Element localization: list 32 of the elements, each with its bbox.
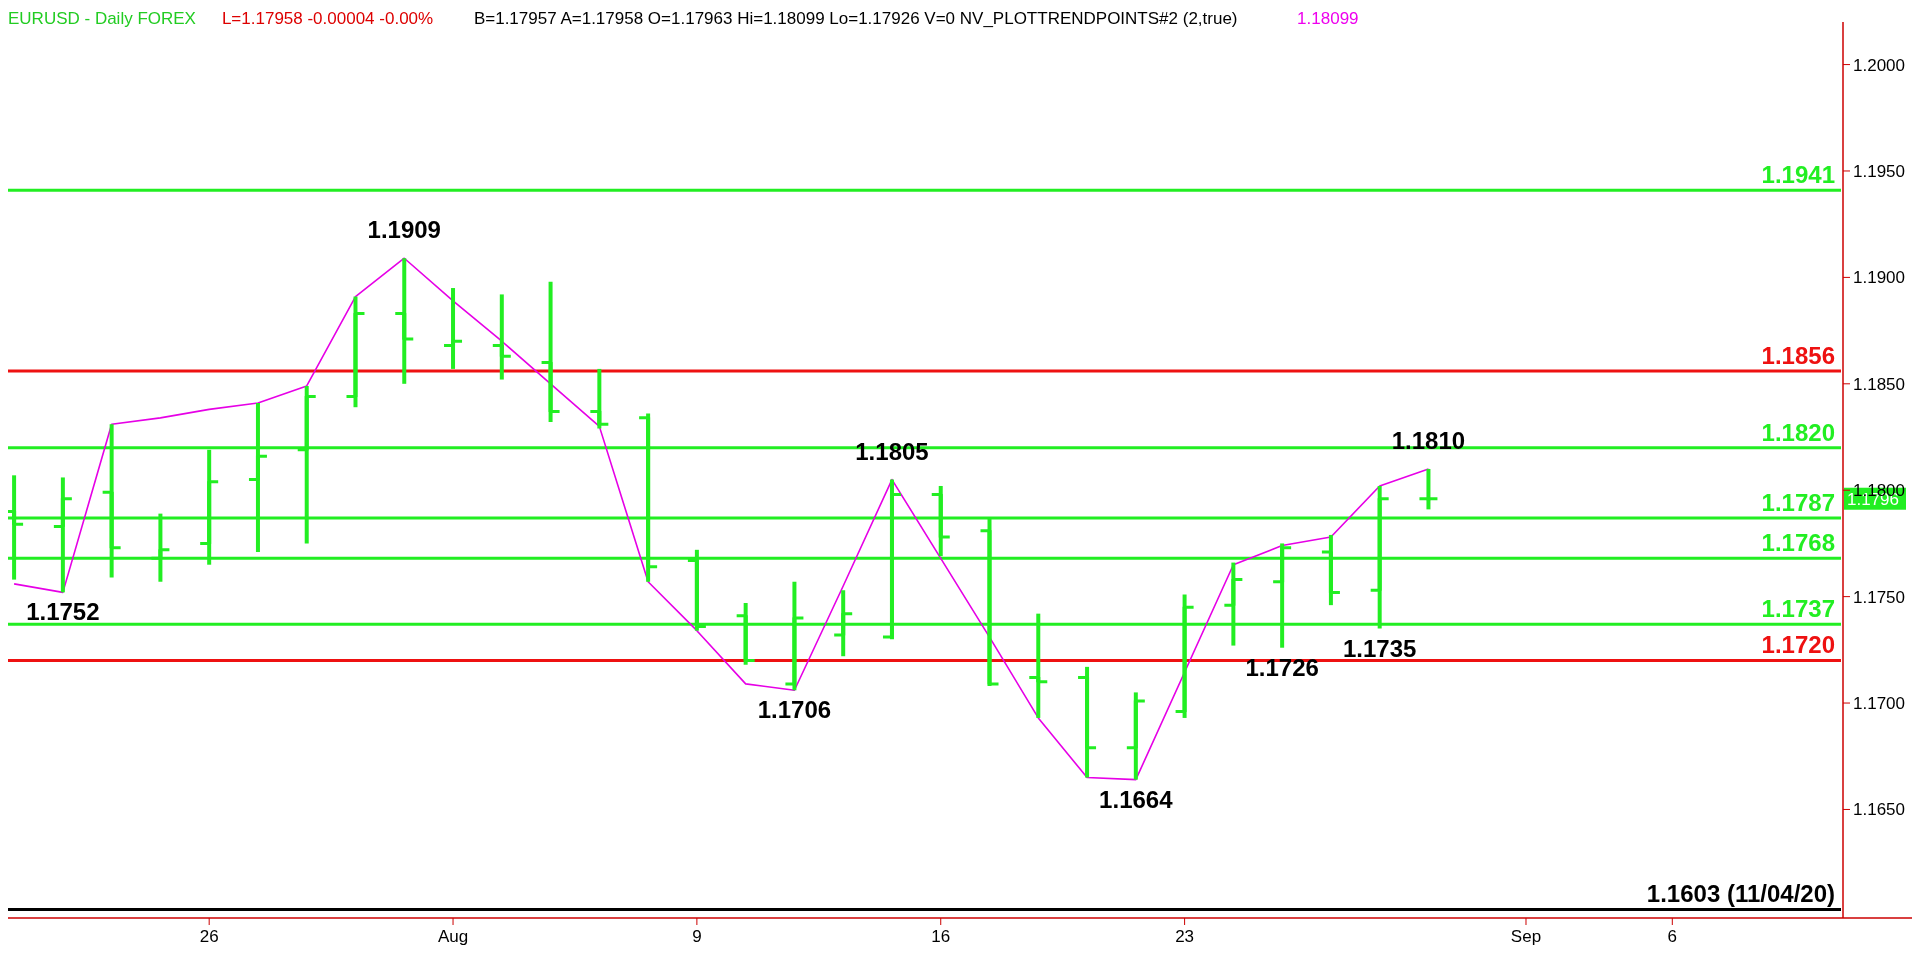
annotation: 1.1752 <box>26 598 100 626</box>
x-tick-label: Aug <box>437 927 469 946</box>
annotation: 1.18099 <box>1297 9 1359 28</box>
ref-line-label: 1.1768 <box>1761 529 1835 557</box>
ref-line-label: 1.1720 <box>1761 631 1835 659</box>
x-tick-label: 6 <box>1667 927 1678 946</box>
x-tick-label: 16 <box>931 927 951 946</box>
y-tick-label: 1.1950 <box>1853 161 1905 181</box>
annotation: 1.1706 <box>757 696 832 724</box>
x-tick-label: 9 <box>692 927 702 946</box>
y-tick-label: 1.1700 <box>1853 694 1905 714</box>
annotation: L=1.17958 -0.00004 -0.00% <box>221 9 434 28</box>
annotation: B=1.17957 A=1.17958 O=1.17963 Hi=1.18099 Lo=1.17926 V=0 NV_PLOTTRENDPOINTS#2 (2,true) <box>473 9 1238 28</box>
y-tick-label: 1.1850 <box>1853 374 1905 394</box>
chart-title: EURUSD - Daily FOREX <box>8 9 196 28</box>
ref-line-label: 1.1737 <box>1761 595 1835 623</box>
y-tick-label: 1.1650 <box>1853 800 1905 820</box>
ref-line-label: 1.1603 (11/04/20) <box>1646 880 1835 908</box>
y-tick-label: 1.1750 <box>1853 587 1905 607</box>
x-tick-label: 26 <box>199 927 219 946</box>
y-tick-label: 1.1900 <box>1853 268 1905 288</box>
annotation: 1.1909 <box>367 216 441 244</box>
annotation: 1.1726 <box>1245 653 1319 681</box>
y-tick-label: 1.2000 <box>1853 55 1905 75</box>
ref-line-label: 1.1787 <box>1761 488 1835 516</box>
annotation: 1.1735 <box>1342 634 1417 662</box>
ref-line-label: 1.1856 <box>1761 342 1835 370</box>
x-tick-label: 23 <box>1175 927 1195 946</box>
ref-line-label: 1.1941 <box>1761 161 1835 189</box>
ref-line-label: 1.1820 <box>1761 418 1835 446</box>
x-tick-label: Sep <box>1510 927 1542 946</box>
annotation: 1.1664 <box>1099 785 1174 813</box>
